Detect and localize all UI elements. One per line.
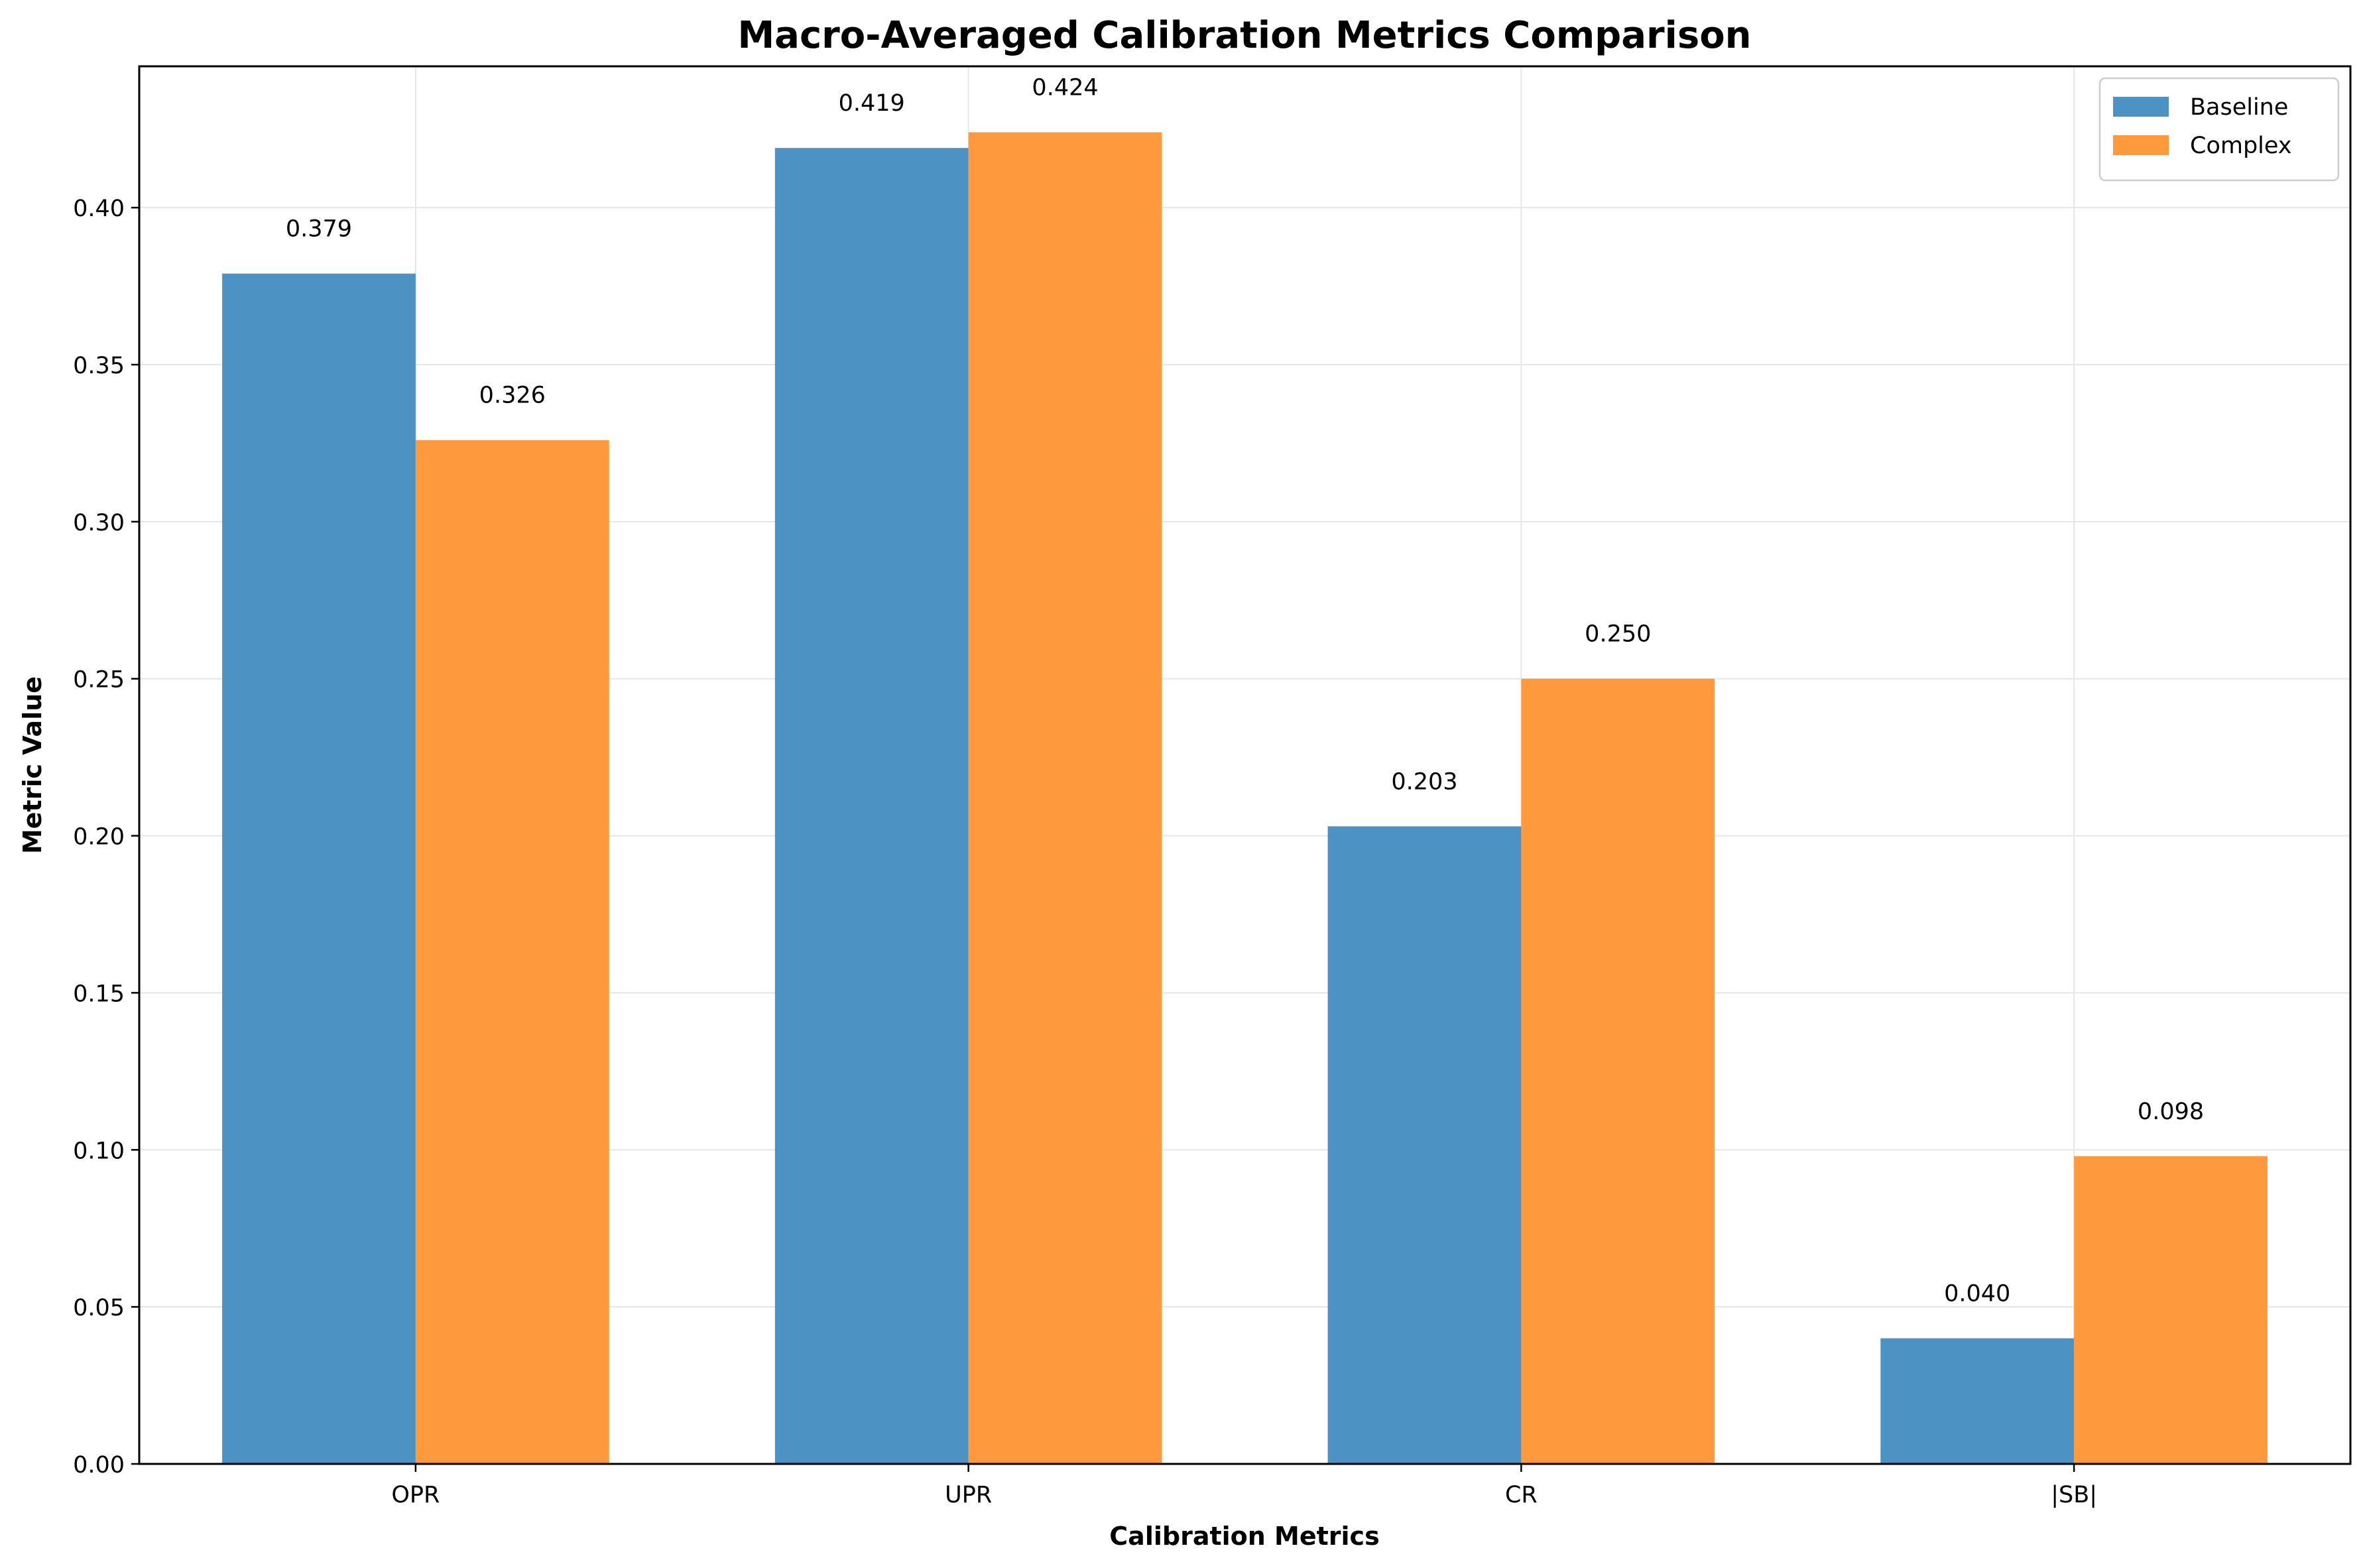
bar-baseline [1327,826,1522,1464]
data-label: 0.424 [1032,74,1098,101]
y-tick-label: 0.00 [73,1452,125,1478]
bar-complex [968,132,1162,1465]
y-tick-label: 0.30 [73,510,125,536]
legend-swatch-baseline [2113,97,2169,117]
bars [222,132,2268,1465]
data-label: 0.379 [286,216,352,243]
data-labels: 0.379 0.419 0.203 0.040 0.326 0.424 0.250 0.098 [286,74,2204,1307]
data-label: 0.203 [1391,768,1457,795]
y-tick-label: 0.35 [73,353,125,379]
y-tick-label: 0.15 [73,981,125,1007]
data-label: 0.419 [839,90,905,117]
bar-complex [415,440,609,1464]
legend-label-baseline: Baseline [2190,94,2288,121]
legend-swatch-complex [2113,135,2169,155]
y-tick-label: 0.25 [73,667,125,694]
x-axis-label: Calibration Metrics [1109,1522,1379,1551]
bar-baseline [1880,1338,2075,1464]
y-tick-label: 0.05 [73,1295,125,1321]
y-axis-label: Metric Value [18,676,47,854]
legend-label-complex: Complex [2190,133,2292,159]
x-tick-label: OPR [391,1482,440,1508]
x-tick-label: UPR [945,1482,992,1508]
legend: Baseline Complex [2098,77,2340,182]
y-tick-label: 0.40 [73,196,125,222]
x-tick-label: |SB| [2051,1482,2097,1508]
data-label: 0.098 [2138,1099,2204,1125]
bar-complex [1521,678,1715,1464]
y-tick-label: 0.10 [73,1138,125,1164]
axis-ticks: 0.00 0.05 0.10 0.15 0.20 0.25 0.30 0.35 0.40 OPR U… [73,196,2097,1508]
bar-complex [2074,1156,2268,1464]
data-label: 0.250 [1585,621,1651,648]
bar-baseline [222,273,416,1464]
data-label: 0.040 [1944,1281,2010,1307]
x-tick-label: CR [1505,1482,1538,1508]
chart-title: Macro-Averaged Calibration Metrics Compa… [737,14,1751,57]
bar-baseline [774,148,969,1464]
y-tick-label: 0.20 [73,824,125,851]
data-label: 0.326 [479,383,546,409]
plot-frame [138,65,2352,1465]
